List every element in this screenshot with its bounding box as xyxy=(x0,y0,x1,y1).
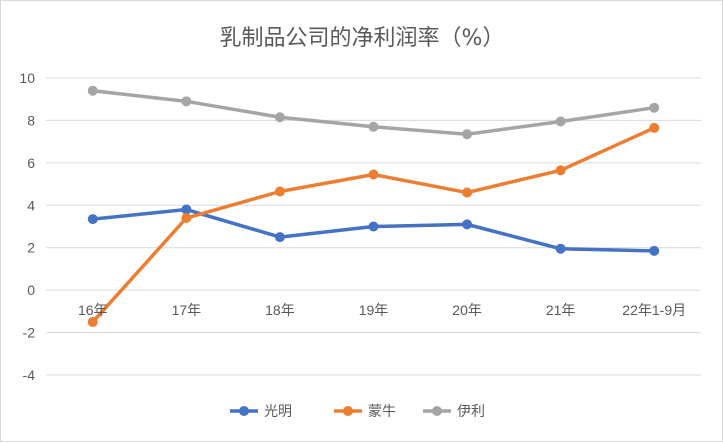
data-point xyxy=(87,85,98,96)
x-axis-ticks: 16年 17年 18年 19年 20年 21年 22年1-9月 xyxy=(78,302,686,318)
x-tick-label: 18年 xyxy=(265,302,295,318)
y-tick-label: -4 xyxy=(23,367,36,383)
data-point xyxy=(368,169,379,180)
legend-label: 伊利 xyxy=(457,404,485,420)
data-point xyxy=(462,129,473,140)
series-group xyxy=(87,85,660,327)
data-point xyxy=(274,232,285,243)
y-tick-label: 2 xyxy=(27,240,35,256)
data-point xyxy=(462,219,473,230)
data-point xyxy=(181,204,192,215)
legend: 光明 蒙牛 伊利 xyxy=(230,404,485,420)
x-tick-label: 20年 xyxy=(452,302,482,318)
series-蒙牛 xyxy=(87,122,660,327)
data-point xyxy=(555,165,566,176)
data-point xyxy=(181,213,192,224)
legend-label: 蒙牛 xyxy=(368,404,396,420)
data-point xyxy=(649,245,660,256)
data-point xyxy=(87,214,98,225)
series-伊利 xyxy=(87,85,660,140)
chart-title: 乳制品公司的净利润率（%） xyxy=(220,26,505,51)
data-point xyxy=(555,116,566,127)
legend-item: 光明 xyxy=(230,404,292,420)
data-point xyxy=(649,102,660,113)
legend-marker xyxy=(343,406,353,416)
legend-marker xyxy=(239,406,249,416)
y-tick-label: 10 xyxy=(19,70,35,86)
legend-label: 光明 xyxy=(264,404,292,420)
y-tick-label: 0 xyxy=(27,282,35,298)
x-tick-label: 16年 xyxy=(78,302,108,318)
y-tick-label: 8 xyxy=(27,112,35,128)
y-tick-label: 6 xyxy=(27,155,35,171)
legend-item: 伊利 xyxy=(423,404,485,420)
x-tick-label: 19年 xyxy=(359,302,389,318)
y-tick-label: -2 xyxy=(23,325,36,341)
data-point xyxy=(555,243,566,254)
data-point xyxy=(181,96,192,107)
data-point xyxy=(274,186,285,197)
data-point xyxy=(368,121,379,132)
data-point xyxy=(274,112,285,123)
y-axis-ticks: -4 -2 0 2 4 6 8 10 xyxy=(19,70,35,383)
data-point xyxy=(462,187,473,198)
x-tick-label: 17年 xyxy=(172,302,202,318)
x-tick-label: 22年1-9月 xyxy=(622,302,686,318)
series-光明 xyxy=(87,204,660,256)
legend-marker xyxy=(432,406,442,416)
legend-item: 蒙牛 xyxy=(334,404,396,420)
data-point xyxy=(87,316,98,327)
x-tick-label: 21年 xyxy=(546,302,576,318)
y-tick-label: 4 xyxy=(27,197,35,213)
gridlines xyxy=(46,77,701,376)
data-point xyxy=(649,122,660,133)
data-point xyxy=(368,221,379,232)
